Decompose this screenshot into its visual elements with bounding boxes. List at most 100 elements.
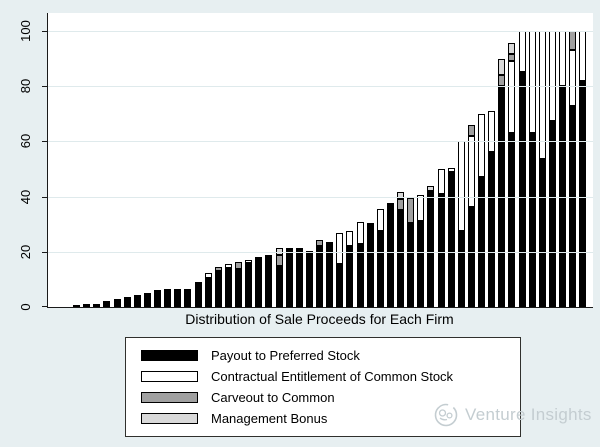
gridline-y-80 — [48, 86, 593, 87]
bar-firm-17 — [235, 261, 242, 307]
segment-carveout — [275, 254, 283, 266]
bar-firm-15 — [214, 267, 222, 307]
bar-firm-3 — [93, 304, 101, 307]
y-tick-label-100: 100 — [18, 20, 33, 42]
segment-preferred — [457, 231, 465, 307]
gridline-y-40 — [48, 197, 593, 198]
segment-preferred — [508, 133, 516, 307]
legend-label-common: Contractual Entitlement of Common Stock — [211, 369, 454, 384]
y-tick-label-80: 80 — [18, 78, 33, 94]
segment-bonus — [275, 247, 283, 255]
bar-firm-4 — [103, 301, 111, 307]
bar-firm-1 — [73, 305, 80, 307]
segment-preferred — [478, 177, 485, 307]
bars-container — [48, 13, 593, 307]
legend-row-carveout: Carveout to Common — [141, 390, 512, 405]
bar-firm-29 — [356, 222, 364, 307]
bar-firm-30 — [366, 222, 374, 307]
bar-firm-28 — [346, 231, 354, 307]
segment-preferred — [113, 298, 121, 307]
segment-preferred — [194, 281, 202, 307]
segment-preferred — [569, 105, 577, 307]
segment-carveout — [569, 31, 577, 51]
bar-firm-48 — [548, 31, 556, 307]
segment-common — [346, 231, 354, 247]
segment-preferred — [336, 264, 344, 307]
bar-firm-38 — [447, 167, 455, 307]
segment-common — [295, 247, 303, 251]
segment-preferred — [437, 193, 445, 307]
segment-common — [488, 111, 496, 153]
segment-preferred — [346, 246, 354, 307]
bar-firm-31 — [376, 209, 384, 307]
segment-preferred — [305, 250, 313, 307]
plot-area: 0 20 40 60 80 100 — [18, 13, 593, 311]
bar-firm-8 — [143, 293, 151, 307]
segment-preferred — [366, 222, 374, 307]
bar-firm-23 — [295, 247, 303, 307]
bar-firm-24 — [305, 250, 313, 307]
segment-common — [376, 209, 384, 231]
segment-preferred — [103, 301, 111, 307]
y-tick-label-0: 0 — [18, 303, 33, 311]
legend-swatch-carveout — [141, 392, 198, 403]
segment-common — [508, 61, 516, 134]
legend-row-preferred: Payout to Preferred Stock — [141, 348, 512, 363]
bar-firm-16 — [224, 264, 232, 307]
legend-row-bonus: Management Bonus — [141, 411, 512, 426]
segment-preferred — [184, 289, 192, 307]
bar-firm-2 — [83, 304, 91, 307]
bar-firm-37 — [437, 169, 445, 307]
segment-bonus — [508, 43, 516, 55]
y-tick-80 — [42, 86, 48, 87]
legend-swatch-preferred — [141, 350, 198, 361]
segment-preferred — [123, 297, 131, 307]
segment-common — [285, 247, 293, 251]
bar-firm-19 — [255, 256, 263, 307]
segment-preferred — [285, 250, 293, 307]
watermark: Venture Insights — [432, 401, 592, 429]
segment-common — [437, 169, 445, 194]
segment-preferred — [93, 304, 101, 307]
segment-preferred — [245, 262, 253, 307]
bar-firm-33 — [397, 192, 404, 307]
bar-firm-21 — [275, 247, 283, 307]
y-tick-0 — [42, 306, 48, 307]
segment-preferred — [174, 289, 182, 307]
bar-firm-32 — [386, 202, 394, 307]
bar-firm-12 — [184, 289, 192, 307]
y-tick-label-20: 20 — [18, 244, 33, 260]
bar-firm-47 — [538, 31, 546, 307]
legend-label-preferred: Payout to Preferred Stock — [211, 348, 360, 363]
bar-firm-35 — [417, 195, 425, 307]
segment-common — [478, 113, 485, 178]
bar-firm-11 — [174, 289, 182, 307]
bar-firm-26 — [326, 241, 334, 307]
segment-preferred — [164, 289, 172, 307]
segment-carveout — [214, 267, 222, 272]
segment-common — [356, 222, 364, 245]
bar-firm-40 — [467, 124, 475, 307]
bar-firm-6 — [123, 297, 131, 307]
bar-firm-34 — [407, 198, 415, 307]
segment-carveout — [397, 199, 404, 211]
bar-firm-13 — [194, 281, 202, 307]
bar-firm-25 — [316, 239, 323, 307]
segment-common — [245, 260, 253, 263]
bar-firm-41 — [478, 113, 485, 307]
segment-common — [559, 31, 566, 87]
gridline-y-60 — [48, 141, 593, 142]
segment-common — [579, 31, 587, 81]
bar-firm-5 — [113, 298, 121, 307]
segment-preferred — [356, 244, 364, 307]
segment-preferred — [376, 230, 384, 307]
legend-label-bonus: Management Bonus — [211, 411, 328, 426]
segment-preferred — [407, 222, 415, 307]
y-tick-label-60: 60 — [18, 133, 33, 149]
segment-common — [447, 167, 455, 173]
segment-preferred — [295, 250, 303, 307]
segment-preferred — [214, 271, 222, 307]
segment-preferred — [204, 278, 212, 307]
segment-common — [569, 50, 577, 106]
